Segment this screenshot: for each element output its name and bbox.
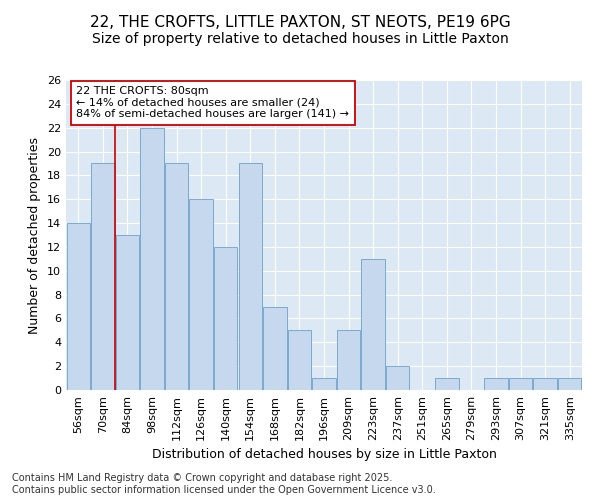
Y-axis label: Number of detached properties: Number of detached properties <box>28 136 41 334</box>
Text: 22 THE CROFTS: 80sqm
← 14% of detached houses are smaller (24)
84% of semi-detac: 22 THE CROFTS: 80sqm ← 14% of detached h… <box>76 86 349 120</box>
Bar <box>484 378 508 390</box>
Text: 22, THE CROFTS, LITTLE PAXTON, ST NEOTS, PE19 6PG: 22, THE CROFTS, LITTLE PAXTON, ST NEOTS,… <box>89 15 511 30</box>
Bar <box>361 259 385 390</box>
Bar <box>263 306 287 390</box>
Bar <box>190 199 213 390</box>
Text: Contains HM Land Registry data © Crown copyright and database right 2025.
Contai: Contains HM Land Registry data © Crown c… <box>12 474 436 495</box>
Text: Size of property relative to detached houses in Little Paxton: Size of property relative to detached ho… <box>92 32 508 46</box>
Bar <box>509 378 532 390</box>
X-axis label: Distribution of detached houses by size in Little Paxton: Distribution of detached houses by size … <box>152 448 496 462</box>
Bar <box>214 247 238 390</box>
Bar <box>313 378 335 390</box>
Bar <box>116 235 139 390</box>
Bar <box>558 378 581 390</box>
Bar <box>239 164 262 390</box>
Bar <box>165 164 188 390</box>
Bar <box>337 330 360 390</box>
Bar <box>91 164 115 390</box>
Bar <box>533 378 557 390</box>
Bar <box>67 223 90 390</box>
Bar <box>386 366 409 390</box>
Bar <box>288 330 311 390</box>
Bar <box>140 128 164 390</box>
Bar <box>435 378 458 390</box>
